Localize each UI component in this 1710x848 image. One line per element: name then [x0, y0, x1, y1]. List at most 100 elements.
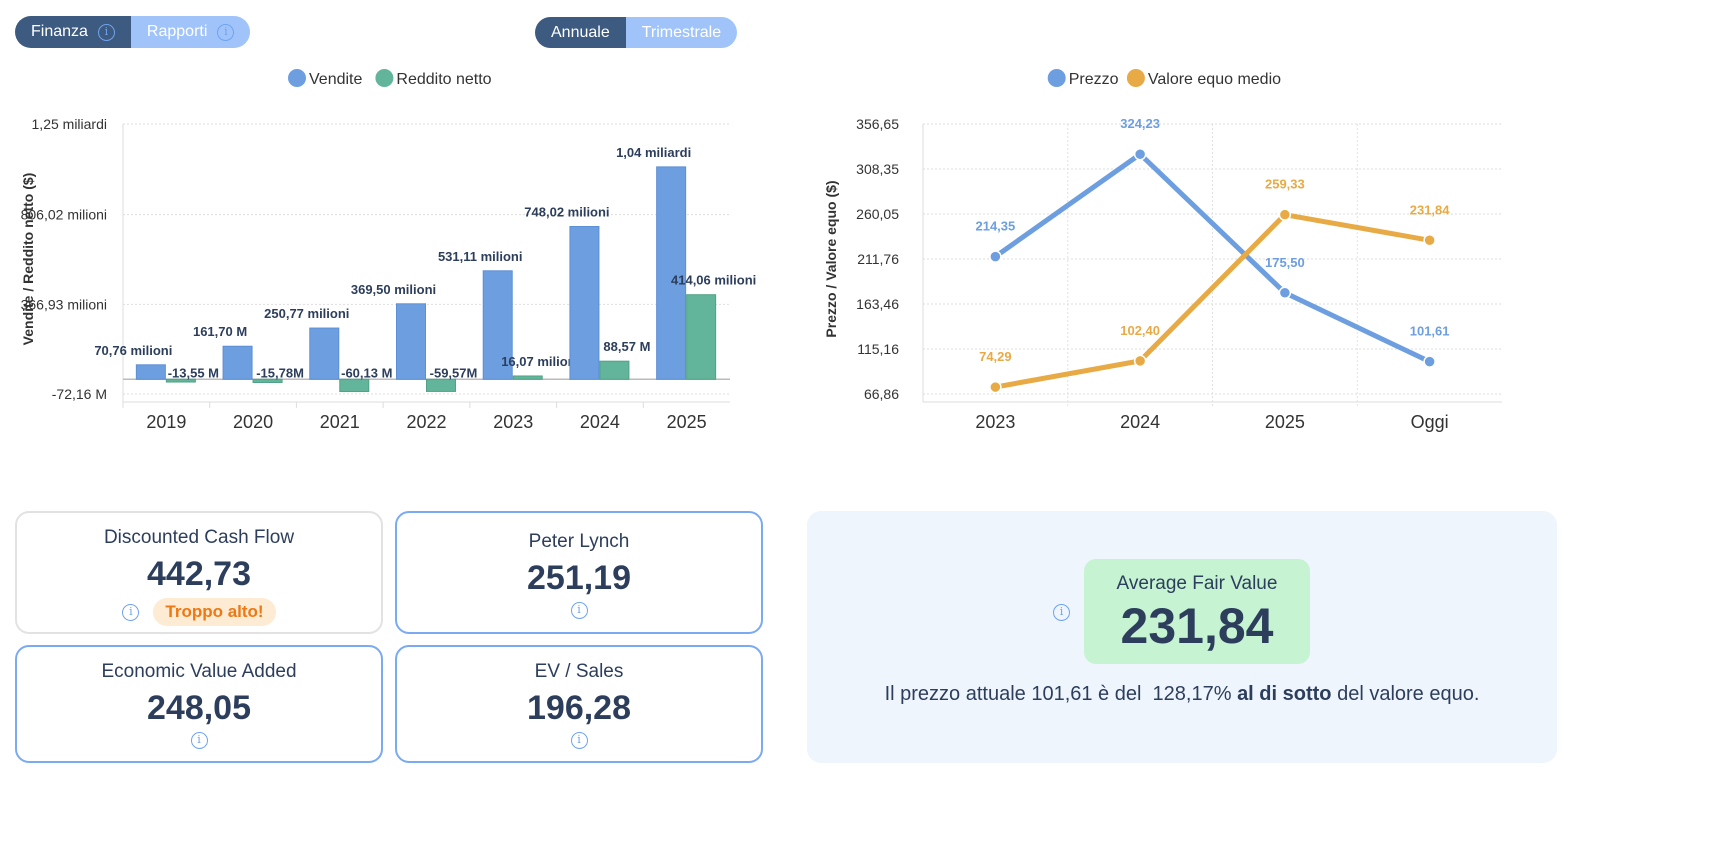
x-tick-label: 2021 — [320, 412, 360, 432]
data-point — [1278, 286, 1292, 300]
card-value: 251,19 — [527, 559, 631, 597]
status-badge: Troppo alto! — [153, 598, 276, 626]
x-tick-label: 2023 — [975, 412, 1015, 432]
data-label: 259,33 — [1265, 177, 1305, 192]
tab-rapporti[interactable]: Rapporti i — [130, 16, 251, 48]
data-label: -59,57M — [430, 365, 478, 380]
msg-text: del valore equo. — [1331, 683, 1480, 705]
x-tick-label: 2025 — [1265, 412, 1305, 432]
x-tick-label: Oggi — [1411, 412, 1449, 432]
data-point — [1133, 354, 1147, 368]
data-label: 101,61 — [1410, 324, 1450, 339]
data-label: 369,50 milioni — [351, 282, 436, 297]
data-point — [1133, 147, 1147, 161]
legend-label: Vendite — [309, 71, 362, 88]
y-axis-title: Prezzo / Valore equo ($) — [823, 180, 839, 337]
info-icon[interactable]: i — [570, 732, 588, 749]
data-label: 231,84 — [1410, 202, 1451, 217]
msg-text: Il prezzo attuale 101,61 è del 128,17% — [884, 683, 1238, 705]
y-tick-label: 1,25 miliardi — [32, 116, 107, 132]
data-label: 88,57 M — [603, 339, 650, 354]
legend-marker — [288, 69, 306, 87]
y-tick-label: 163,46 — [856, 296, 899, 312]
legend-marker — [375, 69, 394, 87]
y-tick-label: 366,93 milioni — [21, 296, 107, 312]
legend-label: Valore equo medio — [1148, 71, 1281, 88]
bar-vendite — [135, 364, 166, 380]
legend-marker — [1047, 69, 1066, 87]
card-eva: Economic Value Added 248,05 i — [15, 645, 383, 763]
card-value: 442,73 — [147, 555, 251, 593]
data-label: 748,02 milioni — [524, 205, 609, 220]
y-tick-label: 806,02 milioni — [21, 207, 107, 223]
info-icon[interactable]: i — [97, 23, 115, 41]
y-tick-label: 260,05 — [856, 206, 899, 222]
bar-reddito-netto — [426, 378, 456, 392]
x-tick-label: 2019 — [146, 412, 186, 432]
afv-label: Average Fair Value — [1116, 573, 1278, 594]
tab-trimestrale[interactable]: Trimestrale — [625, 17, 738, 48]
data-label: 324,23 — [1120, 116, 1160, 131]
average-fair-value-box: Average Fair Value 231,84 — [1084, 559, 1310, 664]
data-point — [1278, 208, 1292, 221]
bar-vendite — [309, 327, 340, 380]
fair-value-summary: i Average Fair Value 231,84 Il prezzo at… — [807, 511, 1557, 763]
data-point — [1423, 355, 1436, 368]
card-ev-sales: EV / Sales 196,28 i — [395, 645, 763, 763]
info-icon[interactable]: i — [570, 602, 588, 619]
card-title: Economic Value Added — [101, 661, 297, 682]
data-label: 531,11 milioni — [438, 249, 523, 264]
bar-reddito-netto — [165, 378, 196, 383]
bar-vendite — [396, 303, 426, 380]
x-tick-label: 2024 — [580, 412, 620, 432]
data-label: 214,35 — [975, 219, 1015, 234]
afv-value: 231,84 — [1120, 598, 1274, 654]
data-label: 250,77 milioni — [264, 306, 349, 321]
view-toggle: Finanza i Rapporti i — [15, 16, 251, 48]
line-prezzo — [993, 151, 1431, 364]
data-label: 70,76 milioni — [94, 343, 172, 358]
legend-marker — [1126, 69, 1145, 87]
bar-vendite — [482, 270, 513, 380]
data-label: 414,06 milioni — [671, 273, 756, 288]
data-label: 74,29 — [979, 349, 1012, 364]
bar-vendite — [222, 345, 253, 380]
data-label: 16,07 milioni — [501, 354, 579, 369]
y-tick-label: -72,16 M — [52, 386, 107, 402]
info-icon[interactable]: i — [217, 23, 235, 41]
bar-reddito-netto — [252, 378, 283, 383]
bar-vendite — [569, 226, 600, 380]
data-label: 1,04 miliardi — [616, 145, 691, 160]
line-valore-equo-medio — [994, 212, 1431, 390]
card-title: Peter Lynch — [528, 531, 630, 552]
data-label: 161,70 M — [193, 324, 247, 339]
info-icon[interactable]: i — [122, 603, 140, 621]
x-tick-label: 2024 — [1120, 412, 1160, 432]
card-value: 248,05 — [147, 689, 251, 727]
x-tick-label: 2025 — [667, 412, 707, 432]
period-toggle: Annuale Trimestrale — [535, 17, 738, 48]
tab-annuale[interactable]: Annuale — [535, 17, 626, 48]
y-tick-label: 308,35 — [856, 161, 899, 177]
data-point — [989, 250, 1002, 263]
x-tick-label: 2022 — [406, 412, 446, 432]
tab-finanza[interactable]: Finanza i — [15, 16, 131, 48]
legend-label: Prezzo — [1069, 71, 1119, 88]
tab-label: Rapporti — [146, 23, 208, 40]
info-icon[interactable]: i — [190, 732, 208, 749]
bar-reddito-netto — [512, 375, 543, 380]
info-icon[interactable]: i — [1053, 604, 1070, 621]
data-label: 102,40 — [1120, 323, 1160, 338]
y-tick-label: 211,76 — [857, 251, 899, 267]
x-tick-label: 2020 — [233, 412, 273, 432]
x-tick-label: 2023 — [493, 412, 533, 432]
data-label: -60,13 M — [341, 365, 392, 380]
summary-message: Il prezzo attuale 101,61 è del 128,17% a… — [807, 683, 1557, 706]
data-point — [1423, 234, 1436, 247]
legend-label: Reddito netto — [396, 71, 491, 88]
sales-income-bar-chart: Vendite Reddito netto 1,25 miliardi 806,02 … — [20, 69, 756, 432]
bar-reddito-netto — [599, 360, 630, 380]
data-label: 175,50 — [1265, 255, 1305, 270]
card-title: Discounted Cash Flow — [103, 527, 295, 548]
y-axis-title: Vendite / Reddito netto ($) — [20, 173, 36, 346]
